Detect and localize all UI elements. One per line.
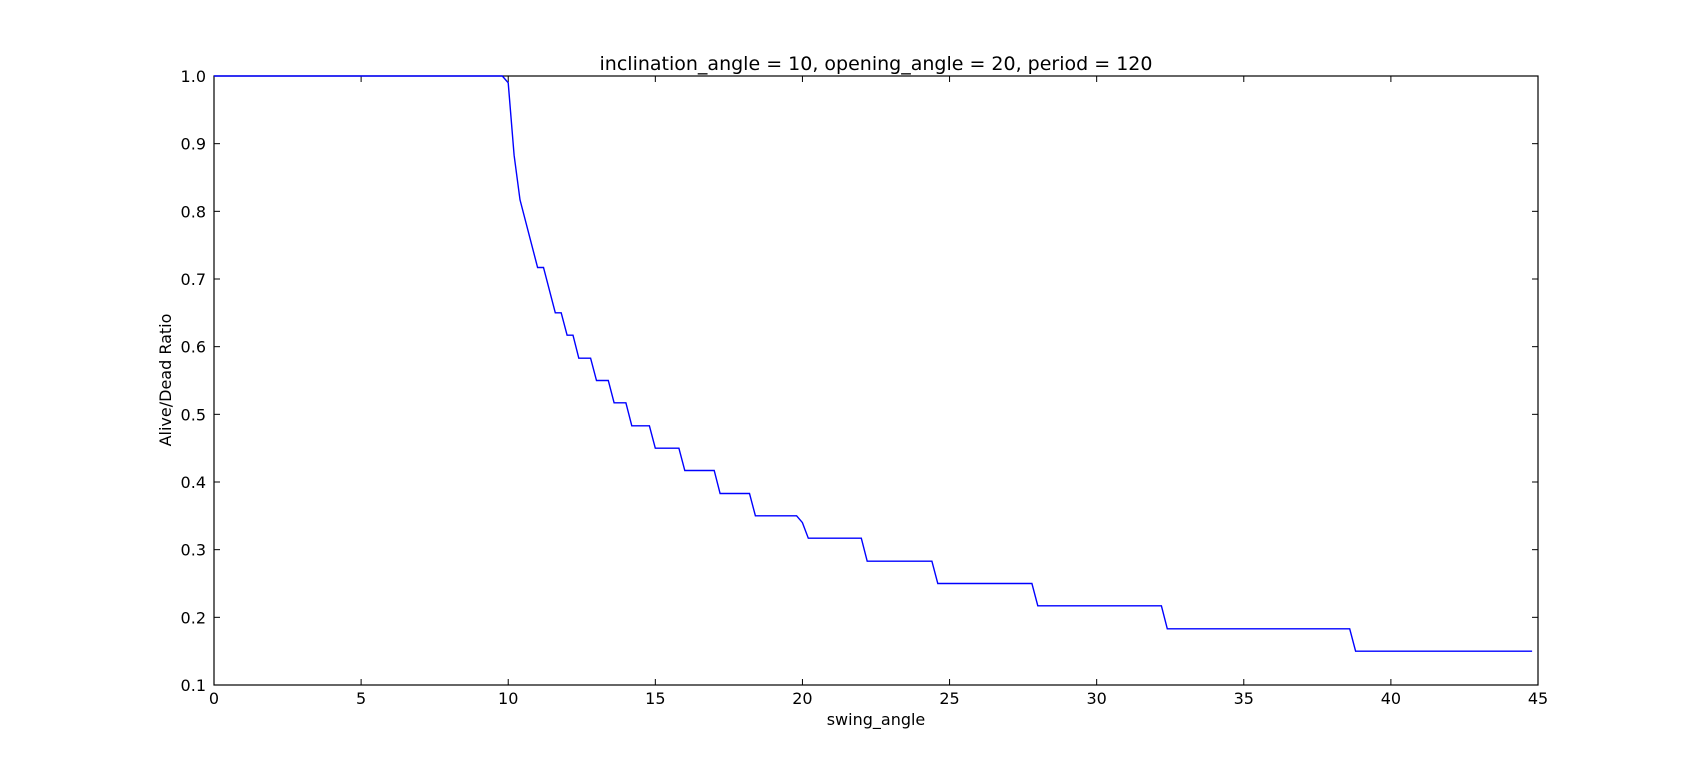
x-tick-label: 5 bbox=[356, 689, 366, 708]
x-axis-label: swing_angle bbox=[827, 710, 926, 730]
x-tick-label: 40 bbox=[1381, 689, 1401, 708]
x-tick-label: 25 bbox=[939, 689, 959, 708]
y-tick-label: 0.8 bbox=[181, 202, 206, 221]
y-tick-label: 0.4 bbox=[181, 473, 206, 492]
x-tick-label: 20 bbox=[792, 689, 812, 708]
chart-title: inclination_angle = 10, opening_angle = … bbox=[600, 53, 1153, 75]
y-tick-label: 0.6 bbox=[181, 338, 206, 357]
y-tick-label: 0.3 bbox=[181, 541, 206, 560]
x-tick-label: 35 bbox=[1234, 689, 1254, 708]
x-tick-label: 0 bbox=[209, 689, 219, 708]
x-tick-label: 10 bbox=[498, 689, 518, 708]
y-tick-label: 0.7 bbox=[181, 270, 206, 289]
x-tick-label: 15 bbox=[645, 689, 665, 708]
x-tick-label: 30 bbox=[1086, 689, 1106, 708]
plot-area: 0 5 10 15 20 25 30 35 40 45 0.1 0.2 0.3 0.4 0.5 0.6 0.7… bbox=[181, 67, 1549, 708]
x-tick-label: 45 bbox=[1528, 689, 1548, 708]
plot-frame bbox=[213, 75, 1539, 686]
series-line bbox=[214, 75, 1533, 652]
y-tick-label: 1.0 bbox=[181, 67, 206, 86]
y-tick-label: 0.9 bbox=[181, 135, 206, 154]
y-tick-label: 0.2 bbox=[181, 608, 206, 627]
y-ticks: 0.1 0.2 0.3 0.4 0.5 0.6 0.7 0.8 0.9 1.0 bbox=[181, 67, 1538, 695]
y-axis-label: Alive/Dead Ratio bbox=[156, 314, 175, 447]
y-tick-label: 0.1 bbox=[181, 676, 206, 695]
y-tick-label: 0.5 bbox=[181, 405, 206, 424]
x-ticks: 0 5 10 15 20 25 30 35 40 45 bbox=[209, 76, 1548, 708]
